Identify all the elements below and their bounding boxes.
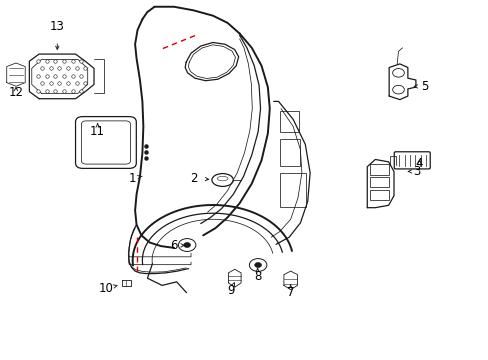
Text: 11: 11	[90, 125, 105, 138]
Text: 3: 3	[412, 165, 420, 178]
Text: 9: 9	[226, 284, 234, 297]
Text: 13: 13	[50, 20, 64, 33]
Circle shape	[254, 262, 261, 267]
Text: 5: 5	[420, 80, 427, 93]
Text: 7: 7	[286, 286, 294, 299]
Text: 4: 4	[415, 157, 423, 170]
Text: 1: 1	[129, 172, 136, 185]
Circle shape	[183, 243, 190, 248]
Text: 10: 10	[98, 283, 113, 296]
Text: 2: 2	[189, 172, 197, 185]
Text: 6: 6	[170, 239, 177, 252]
Text: 12: 12	[8, 86, 23, 99]
Text: 8: 8	[253, 270, 261, 283]
